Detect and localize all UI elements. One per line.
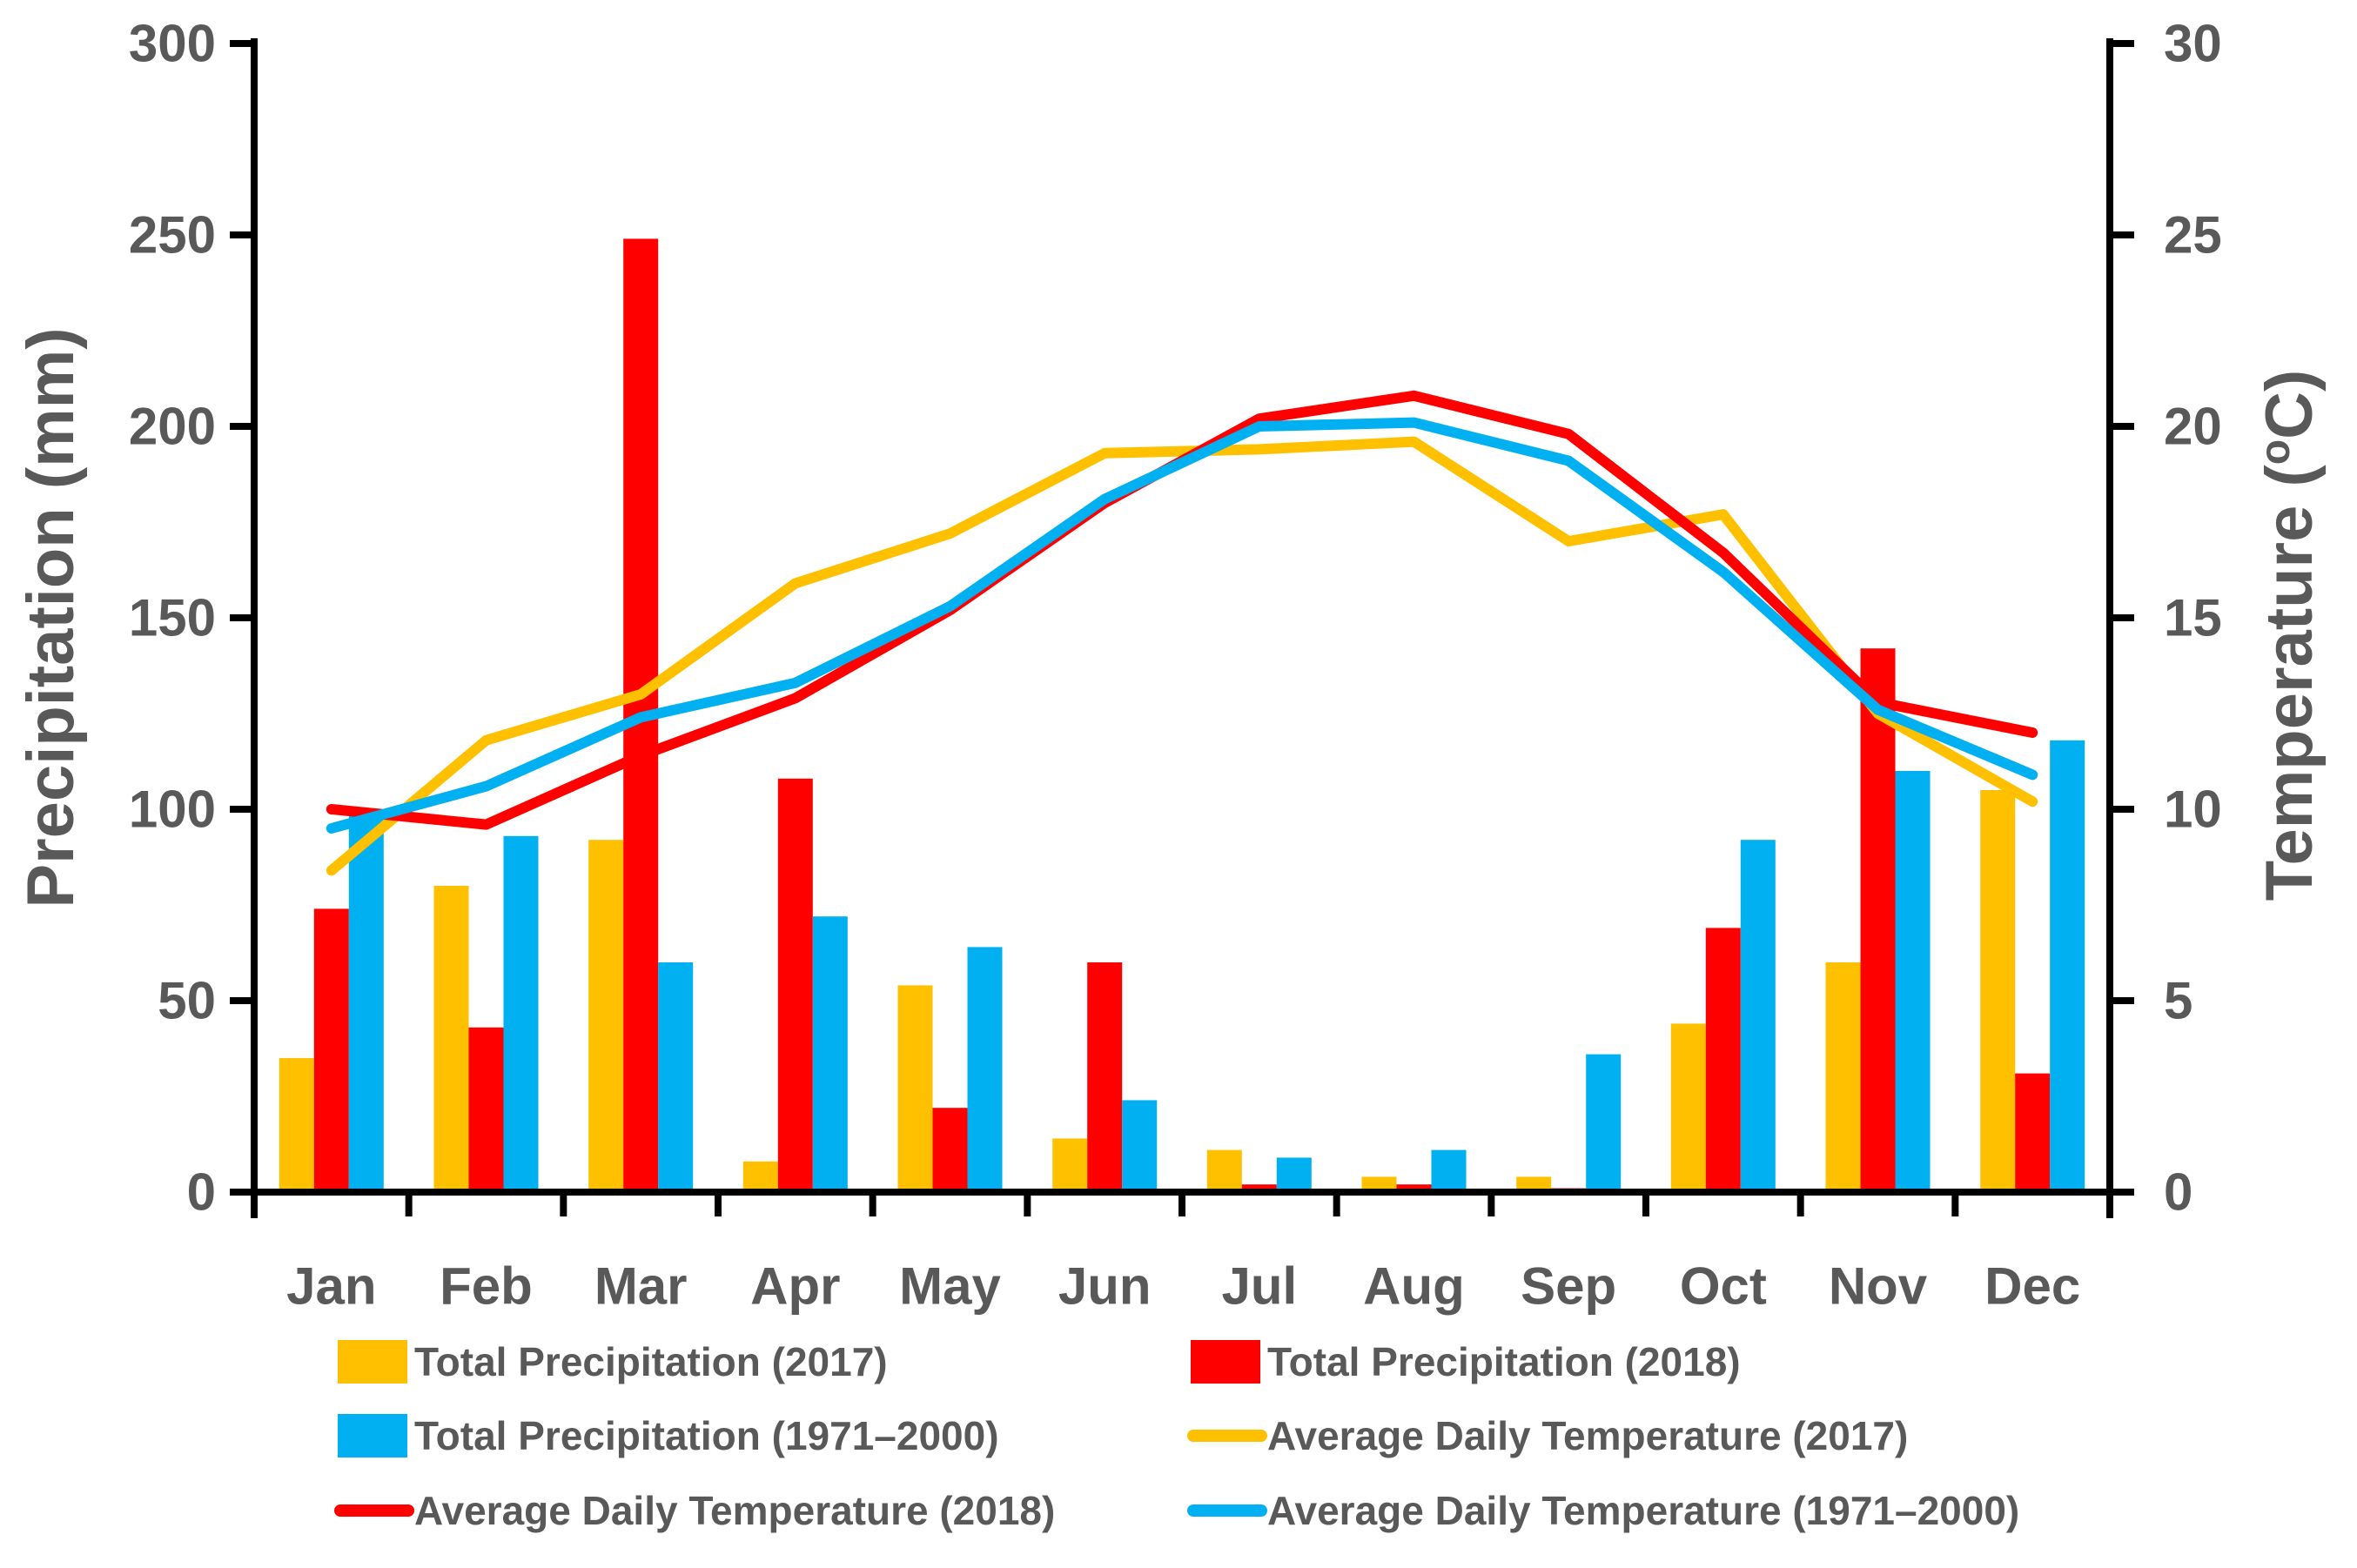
month-label-May: May xyxy=(899,1257,1001,1316)
precip-bar-Sep-normal xyxy=(1586,1054,1622,1192)
precip-bar-Jul-2018 xyxy=(1241,1184,1277,1192)
precip-bar-Aug-2017 xyxy=(1361,1176,1397,1192)
temperature-lines xyxy=(326,390,2038,876)
right-tick-label: 15 xyxy=(2164,589,2222,647)
precip-bar-Feb-normal xyxy=(503,835,539,1192)
precip-bar-Jul-2017 xyxy=(1206,1149,1242,1192)
right-tick-label: 5 xyxy=(2164,972,2192,1030)
left-axis-title: Precipitation (mm) xyxy=(14,327,88,908)
month-label-Aug: Aug xyxy=(1363,1257,1465,1316)
precip-bar-Nov-2017 xyxy=(1825,962,1861,1192)
left-tick-label: 200 xyxy=(129,398,216,456)
month-label-Jan: Jan xyxy=(286,1257,376,1316)
precipitation-bars xyxy=(279,238,2085,1192)
precip-bar-Jan-normal xyxy=(348,809,384,1192)
legend-swatch xyxy=(1191,1340,1260,1384)
month-label-Oct: Oct xyxy=(1680,1257,1767,1316)
precip-bar-Feb-2018 xyxy=(468,1027,504,1192)
axes xyxy=(230,38,2134,1218)
legend-label: Average Daily Temperature (1971–2000) xyxy=(1267,1488,2019,1533)
precip-bar-Oct-2017 xyxy=(1670,1023,1706,1192)
legend-line-swatch xyxy=(1187,1504,1267,1517)
month-label-Apr: Apr xyxy=(750,1257,840,1316)
right-tick-label: 20 xyxy=(2164,398,2222,456)
legend-swatch xyxy=(338,1414,407,1457)
precip-bar-Oct-normal xyxy=(1740,840,1776,1192)
left-tick-label: 100 xyxy=(129,781,216,839)
precip-bar-Dec-2017 xyxy=(1980,790,2016,1192)
precip-bar-Jun-2017 xyxy=(1052,1138,1088,1192)
month-label-Mar: Mar xyxy=(594,1257,688,1316)
legend-line-swatch xyxy=(1187,1430,1267,1442)
precip-bar-Jun-normal xyxy=(1122,1100,1158,1192)
precip-bar-Mar-2017 xyxy=(588,840,624,1192)
precip-bar-Jul-normal xyxy=(1276,1157,1312,1192)
precip-bar-Aug-normal xyxy=(1431,1149,1467,1192)
left-tick-label: 50 xyxy=(158,972,216,1030)
precip-bar-May-normal xyxy=(967,947,1003,1192)
legend-label: Average Daily Temperature (2017) xyxy=(1267,1413,1908,1458)
right-tick-label: 10 xyxy=(2164,781,2222,839)
precip-bar-Jan-2017 xyxy=(279,1058,314,1192)
month-label-Sep: Sep xyxy=(1521,1257,1616,1316)
right-axis-title: Temperature (oC) xyxy=(2253,370,2327,901)
left-tick-label: 300 xyxy=(129,15,216,73)
legend: Total Precipitation (2017) Total Precipit… xyxy=(334,1339,2019,1533)
precip-bar-Jun-2018 xyxy=(1087,962,1123,1192)
precip-bar-Dec-normal xyxy=(2050,740,2085,1192)
right-tick-label: 30 xyxy=(2164,15,2222,73)
precip-bar-Aug-2018 xyxy=(1396,1184,1432,1192)
legend-label: Average Daily Temperature (2018) xyxy=(414,1488,1055,1533)
precip-bar-Jan-2018 xyxy=(313,908,349,1192)
precip-bar-Apr-normal xyxy=(812,916,848,1192)
legend-label: Total Precipitation (2017) xyxy=(414,1339,888,1384)
precip-bar-Mar-normal xyxy=(658,962,694,1192)
precip-bar-May-2017 xyxy=(897,985,933,1192)
month-label-Jul: Jul xyxy=(1221,1257,1297,1316)
precip-bar-Dec-2018 xyxy=(2015,1073,2051,1192)
month-label-Nov: Nov xyxy=(1829,1257,1928,1316)
precip-bar-Nov-normal xyxy=(1895,771,1931,1192)
legend-swatch xyxy=(338,1340,407,1384)
temp-line-2017 xyxy=(326,436,2038,876)
month-label-Feb: Feb xyxy=(440,1257,533,1316)
legend-label: Total Precipitation (2018) xyxy=(1267,1339,1741,1384)
legend-label: Total Precipitation (1971–2000) xyxy=(414,1413,999,1458)
precip-bar-Oct-2018 xyxy=(1705,928,1741,1192)
left-tick-label: 250 xyxy=(129,206,216,265)
precip-bar-Sep-2017 xyxy=(1516,1176,1552,1192)
month-label-Jun: Jun xyxy=(1058,1257,1152,1316)
precip-bar-Feb-2017 xyxy=(433,886,469,1192)
precip-bar-May-2018 xyxy=(932,1108,968,1192)
precip-bar-Apr-2018 xyxy=(777,778,813,1192)
precip-bar-Apr-2017 xyxy=(742,1161,778,1192)
right-tick-label: 25 xyxy=(2164,206,2222,265)
temp-line-normal xyxy=(326,417,2038,834)
left-tick-label: 150 xyxy=(129,589,216,647)
legend-line-swatch xyxy=(334,1504,414,1517)
right-tick-label: 0 xyxy=(2164,1163,2192,1222)
precip-bar-Nov-2018 xyxy=(1860,648,1896,1192)
axis-tick-labels: 0 0 50 5 100 10 150 15 200 20 250 25 300 30 Jan Feb Mar A… xyxy=(129,15,2222,1316)
month-label-Dec: Dec xyxy=(1984,1257,2080,1316)
left-tick-label: 0 xyxy=(187,1163,216,1222)
